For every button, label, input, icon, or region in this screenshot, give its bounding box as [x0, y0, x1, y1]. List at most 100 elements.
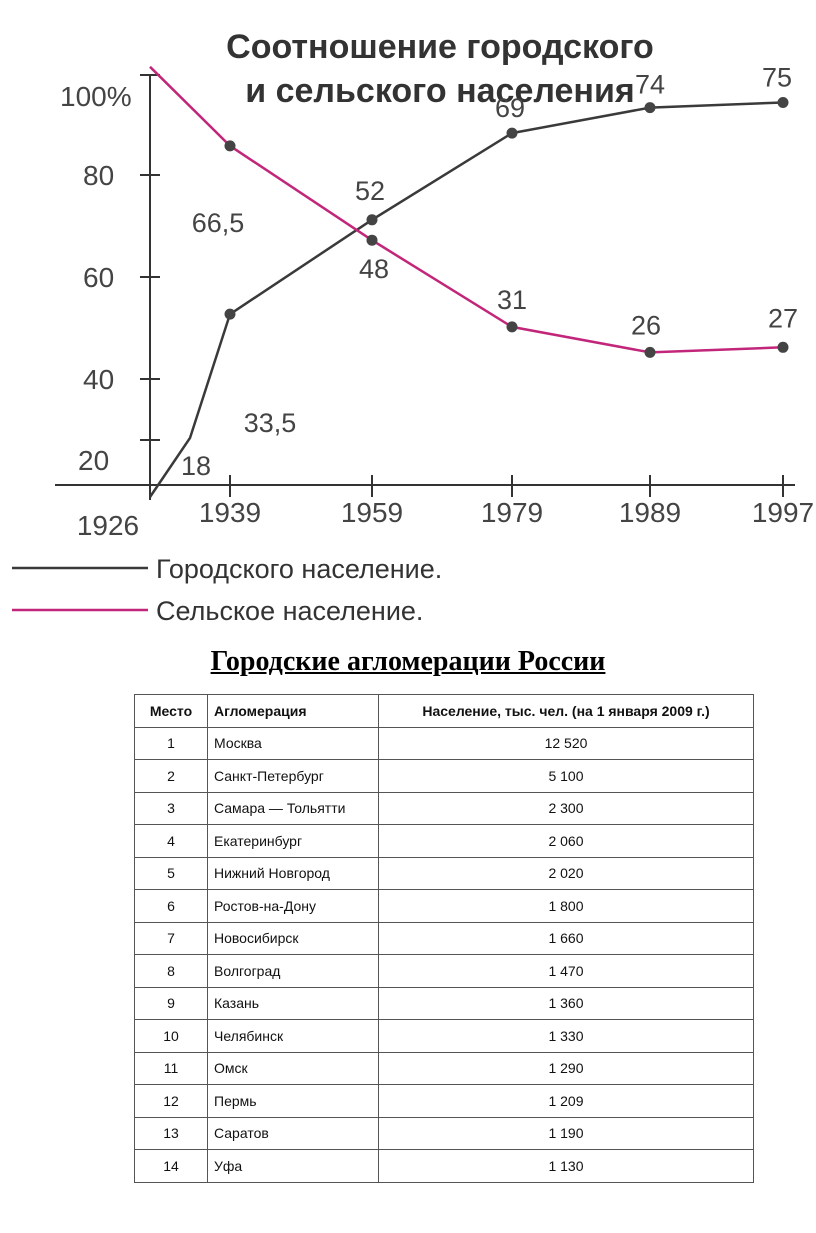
- population-cell: 1 290: [378, 1051, 754, 1085]
- data-point: [644, 102, 656, 114]
- table-row: 7 Новосибирск 1 660: [134, 921, 754, 955]
- rank-cell: 10: [134, 1019, 208, 1053]
- rank-cell: 2: [134, 759, 208, 793]
- agglomeration-cell: Волгоград: [207, 954, 379, 988]
- data-point: [777, 341, 789, 353]
- agglomeration-cell: Саратов: [207, 1116, 379, 1150]
- data-label: 31: [497, 285, 527, 315]
- population-cell: 1 330: [378, 1019, 754, 1053]
- x-tick-label: 1926: [77, 510, 139, 541]
- table-header-row: Место Агломерация Население, тыс. чел. (…: [134, 694, 754, 728]
- y-tick-label: 80: [83, 160, 114, 191]
- population-cell: 1 190: [378, 1116, 754, 1150]
- rank-cell: 14: [134, 1149, 208, 1183]
- data-label: 74: [635, 70, 665, 100]
- population-cell: 1 470: [378, 954, 754, 988]
- population-cell: 2 300: [378, 791, 754, 825]
- table-title: Городские агломерации России: [210, 646, 606, 677]
- population-cell: 1 660: [378, 921, 754, 955]
- data-point: [506, 321, 518, 333]
- rank-cell: 1: [134, 726, 208, 760]
- chart-axes: 100% 80 60 40 20 1926 1939 1959 1979 1989 1997: [55, 74, 814, 541]
- legend-label: Сельское население.: [156, 596, 423, 626]
- rank-cell: 6: [134, 889, 208, 923]
- table-row: 5 Нижний Новгород 2 020: [134, 856, 754, 890]
- data-point: [366, 214, 378, 226]
- agglomeration-cell: Самара — Тольятти: [207, 791, 379, 825]
- x-tick-label: 1989: [619, 497, 681, 528]
- data-label: 48: [359, 254, 389, 284]
- data-label: 69: [495, 93, 525, 123]
- series-line-1: [149, 65, 784, 354]
- y-tick-label: 20: [78, 445, 109, 476]
- population-cell: 1 209: [378, 1084, 754, 1118]
- data-point: [224, 308, 236, 320]
- population-cell: 1 130: [378, 1149, 754, 1183]
- table-row: 10 Челябинск 1 330: [134, 1019, 754, 1053]
- population-chart: Соотношение городского и сельского насел…: [12, 28, 814, 626]
- agglomeration-cell: Ростов-на-Дону: [207, 889, 379, 923]
- agglomeration-cell: Санкт-Петербург: [207, 759, 379, 793]
- population-cell: 2 060: [378, 824, 754, 858]
- table-row: 8 Волгоград 1 470: [134, 954, 754, 988]
- population-cell: 1 800: [378, 889, 754, 923]
- table-row: 3 Самара — Тольятти 2 300: [134, 791, 754, 825]
- rank-cell: 9: [134, 986, 208, 1020]
- agglomeration-cell: Омск: [207, 1051, 379, 1085]
- rank-cell: 5: [134, 856, 208, 890]
- agglomerations-table: Место Агломерация Население, тыс. чел. (…: [134, 694, 754, 1183]
- table-row: 4 Екатеринбург 2 060: [134, 824, 754, 858]
- rank-cell: 11: [134, 1051, 208, 1085]
- data-label: 66,5: [192, 208, 245, 238]
- table-row: 12 Пермь 1 209: [134, 1084, 754, 1118]
- rank-cell: 13: [134, 1116, 208, 1150]
- agglomeration-cell: Новосибирск: [207, 921, 379, 955]
- chart-title-line-2: и сельского населения: [245, 72, 634, 110]
- agglomeration-cell: Уфа: [207, 1149, 379, 1183]
- data-label: 75: [762, 63, 792, 93]
- agglomeration-cell: Челябинск: [207, 1019, 379, 1053]
- x-tick-label: 1997: [752, 497, 814, 528]
- rank-cell: 12: [134, 1084, 208, 1118]
- agglomeration-cell: Екатеринбург: [207, 824, 379, 858]
- agglomeration-cell: Москва: [207, 726, 379, 760]
- data-point: [506, 127, 518, 139]
- rank-cell: 7: [134, 921, 208, 955]
- table-row: 2 Санкт-Петербург 5 100: [134, 759, 754, 793]
- data-point: [224, 140, 236, 152]
- data-label: 33,5: [244, 408, 297, 438]
- table-row: 6 Ростов-на-Дону 1 800: [134, 889, 754, 923]
- agglomeration-cell: Нижний Новгород: [207, 856, 379, 890]
- x-tick-label: 1939: [199, 497, 261, 528]
- x-tick-label: 1959: [341, 497, 403, 528]
- data-point: [366, 234, 378, 246]
- data-point: [644, 346, 656, 358]
- table-row: 11 Омск 1 290: [134, 1051, 754, 1085]
- rank-cell: 4: [134, 824, 208, 858]
- agglomeration-cell: Казань: [207, 986, 379, 1020]
- population-cell: 2 020: [378, 856, 754, 890]
- data-point: [777, 97, 789, 108]
- header-agglomeration: Агломерация: [207, 694, 379, 728]
- population-cell: 1 360: [378, 986, 754, 1020]
- chart-title-line-1: Соотношение городского: [226, 28, 654, 66]
- data-label: 52: [355, 176, 385, 206]
- chart-data-labels: 18 33,5 52 69 74 75 66,5 48 31 26 27: [181, 63, 798, 482]
- table-row: 13 Саратов 1 190: [134, 1116, 754, 1150]
- y-tick-label: 40: [83, 364, 114, 395]
- y-tick-label: 100%: [60, 81, 132, 112]
- data-label: 27: [768, 303, 798, 333]
- header-population: Население, тыс. чел. (на 1 января 2009 г…: [378, 694, 754, 728]
- y-tick-label: 60: [83, 262, 114, 293]
- data-label: 18: [181, 451, 211, 481]
- chart-series: [148, 65, 789, 498]
- population-cell: 12 520: [378, 726, 754, 760]
- table-row: 14 Уфа 1 130: [134, 1149, 754, 1183]
- table-row: 9 Казань 1 360: [134, 986, 754, 1020]
- data-label: 26: [631, 310, 661, 340]
- legend-label: Городского население.: [156, 554, 442, 584]
- agglomeration-cell: Пермь: [207, 1084, 379, 1118]
- x-tick-label: 1979: [481, 497, 543, 528]
- rank-cell: 3: [134, 791, 208, 825]
- population-cell: 5 100: [378, 759, 754, 793]
